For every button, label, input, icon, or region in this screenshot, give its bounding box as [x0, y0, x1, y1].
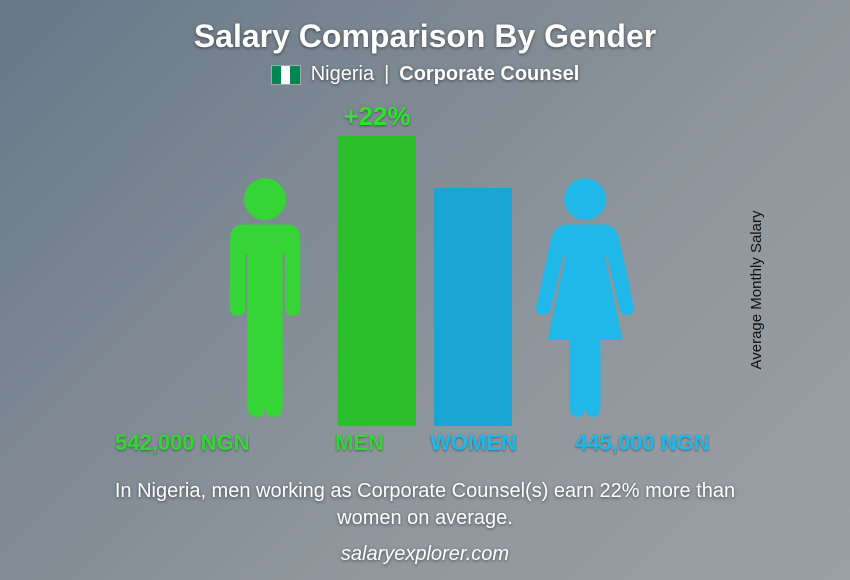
women-figure	[530, 166, 640, 426]
flag-stripe	[281, 66, 290, 84]
woman-icon	[530, 166, 640, 426]
y-axis-label: Average Monthly Salary	[748, 211, 765, 370]
separator: |	[384, 63, 389, 86]
source-label: salaryexplorer.com	[0, 543, 850, 566]
infographic-container: Salary Comparison By Gender Nigeria | Co…	[0, 0, 850, 580]
women-label: WOMEN	[430, 430, 517, 456]
men-figure	[210, 166, 320, 426]
women-value: 445,000 NGN	[575, 430, 710, 456]
labels-row: 542,000 NGN MEN WOMEN 445,000 NGN	[115, 430, 735, 464]
man-icon	[210, 166, 320, 426]
role-label: Corporate Counsel	[399, 63, 579, 86]
women-bar	[434, 188, 512, 426]
flag-stripe	[272, 66, 281, 84]
men-value: 542,000 NGN	[115, 430, 250, 456]
nigeria-flag-icon	[271, 65, 301, 85]
subtitle: Nigeria | Corporate Counsel	[271, 63, 580, 86]
flag-stripe	[290, 66, 299, 84]
women-bar-column	[434, 188, 512, 426]
percentage-label: +22%	[343, 101, 410, 132]
men-label: MEN	[335, 430, 384, 456]
chart-area: +22%	[115, 96, 735, 426]
men-bar	[338, 136, 416, 426]
country-label: Nigeria	[311, 63, 374, 86]
chart-title: Salary Comparison By Gender	[194, 18, 656, 55]
men-bar-column: +22%	[338, 101, 416, 426]
description: In Nigeria, men working as Corporate Cou…	[85, 478, 765, 532]
